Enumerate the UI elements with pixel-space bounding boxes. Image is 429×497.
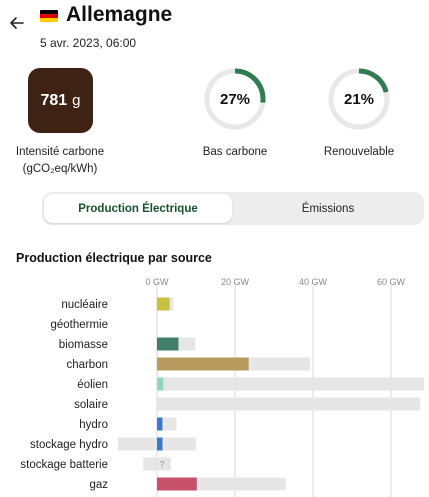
production-bar: [157, 417, 163, 431]
row-label: solaire: [74, 399, 108, 411]
datetime: 5 avr. 2023, 06:00: [40, 36, 137, 50]
row-label: gaz: [89, 479, 108, 491]
row-label: stockage hydro: [30, 439, 108, 451]
view-tabs: Production Électrique Émissions: [42, 192, 424, 225]
row-label: nucléaire: [61, 299, 108, 311]
production-bar: [157, 377, 164, 391]
renewable-ring: [328, 68, 390, 130]
renewable-value: 21%: [343, 90, 375, 108]
tab-emissions[interactable]: Émissions: [301, 202, 355, 215]
unknown-value-mark: ?: [159, 460, 164, 470]
low-carbon-ring-progress: [204, 68, 266, 130]
row-label: éolien: [77, 379, 108, 391]
x-tick-label: 20 GW: [221, 277, 250, 287]
carbon-intensity-value: 781: [40, 91, 68, 109]
production-bar: [157, 297, 170, 311]
low-carbon-ring: [204, 68, 266, 130]
carbon-intensity-label: Intensité carbone: [15, 146, 105, 158]
production-bar: [157, 337, 179, 351]
capacity-bar: [157, 397, 421, 411]
capacity-bar: [157, 377, 425, 391]
header: Allemagne 5 avr. 2023, 06:00: [0, 0, 429, 56]
capacity-bar: [143, 457, 171, 471]
carbon-intensity-box: 781 g: [28, 68, 93, 133]
low-carbon-label: Bas carbone: [202, 146, 268, 158]
x-tick-label: 40 GW: [299, 277, 328, 287]
country-title: Allemagne: [66, 3, 173, 26]
carbon-intensity-unit: g: [72, 92, 81, 109]
row-label: biomasse: [59, 339, 108, 351]
production-bar: [157, 357, 249, 371]
germany-flag-icon: [40, 10, 58, 22]
carbon-intensity-unit-label: (gCO₂eq/kWh): [22, 163, 98, 175]
renewable-label: Renouvelable: [323, 146, 395, 158]
row-label: charbon: [66, 359, 108, 371]
x-tick-label: 60 GW: [377, 277, 406, 287]
back-arrow-icon[interactable]: [6, 12, 28, 34]
x-tick-label: 0 GW: [145, 277, 169, 287]
tab-production[interactable]: Production Électrique: [44, 194, 232, 223]
production-chart: 0 GW 20 GW 40 GW 60 GW nucléaire géothermie bi…: [20, 277, 425, 497]
row-label: hydro: [79, 419, 108, 431]
row-label: géothermie: [50, 319, 108, 331]
row-label: stockage batterie: [20, 459, 108, 471]
production-bar: [157, 477, 197, 491]
low-carbon-value: 27%: [219, 90, 251, 108]
production-bar: [157, 437, 163, 451]
renewable-ring-progress: [328, 68, 390, 130]
section-title: Production électrique par source: [16, 251, 212, 265]
